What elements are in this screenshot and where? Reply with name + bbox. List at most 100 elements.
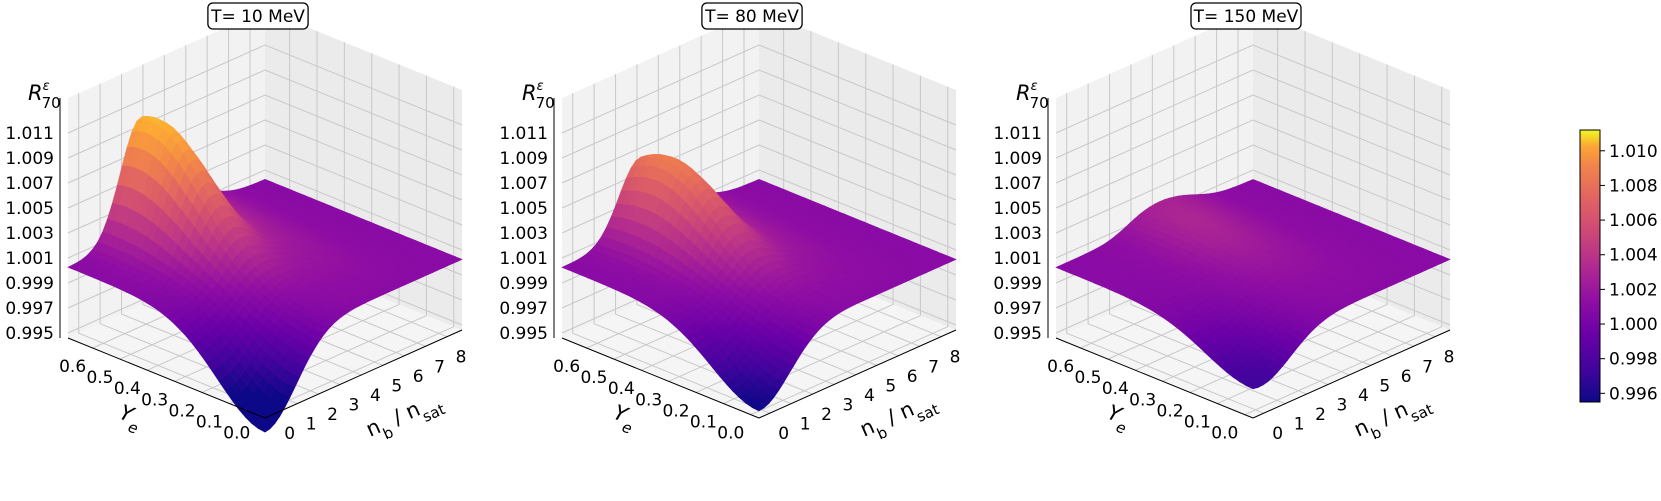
y-tick-label: 0.3 [141,390,168,410]
x-tick-label: 4 [864,386,875,406]
z-tick-label: 0.997 [5,299,54,319]
z-tick-label: 1.005 [993,199,1042,219]
z-tick-label: 1.009 [993,149,1042,169]
colorbar-gradient [1579,129,1601,403]
z-tick-label: 0.997 [499,299,548,319]
axes [1047,98,1451,419]
x-tick-label: 5 [1379,376,1390,396]
z-tick-labels: 0.995 0.997 0.999 1.001 1.003 1.005 1.007 1.009… [499,124,548,344]
z-tick-label: 1.005 [499,199,548,219]
colorbar-tick-label: 1.010 [1609,142,1658,162]
colorbar-tick-label: 1.008 [1609,176,1658,196]
z-tick-label: 0.999 [5,274,54,294]
x-tick-label: 4 [370,386,381,406]
svg-text:T= 10 MeV: T= 10 MeV [210,7,305,27]
y-tick-label: 0.0 [223,424,250,444]
colorbar-tick-label: 1.002 [1609,280,1658,300]
z-tick-label: 0.995 [993,324,1042,344]
z-axis-label: Rε 70 [522,79,555,112]
y-tick-label: 0.1 [1184,413,1211,433]
x-tick-label: 3 [1337,396,1348,416]
surface [1055,179,1451,390]
y-tick-label: 0.6 [1047,357,1074,377]
x-tick-label: 6 [907,367,918,387]
z-tick-label: 1.003 [5,224,54,244]
y-tick-labels: 0.00.10.20.30.40.50.6 [553,357,744,444]
z-tick-label: 1.003 [499,224,548,244]
svg-text:T= 150 MeV: T= 150 MeV [1193,7,1299,27]
axes [59,98,463,419]
y-tick-label: 0.2 [169,401,196,421]
y-tick-label: 0.1 [196,413,223,433]
colorbar-tick-label: 1.006 [1609,211,1658,231]
z-axis-label: Rε 70 [28,79,61,112]
z-tick-label: 1.001 [993,249,1042,269]
x-tick-label: 6 [1401,367,1412,387]
surface [561,154,957,412]
z-tick-label: 1.001 [5,249,54,269]
z-tick-label: 1.003 [993,224,1042,244]
x-tick-label: 1 [1294,415,1305,435]
y-tick-label: 0.4 [114,379,141,399]
panel-1: 0 1 2 3 4 5 6 7 8 0.00.10.20.30.40.50.60.995 0.997… [5,2,466,445]
panel-3: 0 1 2 3 4 5 6 7 8 0.00.10.20.30.40.50.60.995 0.997… [993,2,1454,445]
x-tick-label: 1 [800,415,811,435]
z-tick-label: 1.011 [499,124,548,144]
y-tick-labels: 0.00.10.20.30.40.50.6 [1047,357,1238,444]
z-tick-label: 1.009 [5,149,54,169]
y-tick-label: 0.5 [1074,368,1101,388]
panel-title: T= 10 MeV [207,2,309,30]
surface [67,115,463,433]
x-tick-label: 7 [928,357,939,377]
y-tick-label: 0.0 [717,424,744,444]
x-tick-label: 3 [349,396,360,416]
panel-2: 0 1 2 3 4 5 6 7 8 0.00.10.20.30.40.50.60.995 0.997… [499,2,960,445]
x-tick-label: 8 [950,348,961,368]
colorbar-tick-label: 0.998 [1609,350,1658,370]
y-tick-label: 0.6 [59,357,86,377]
x-tick-label: 2 [327,405,338,425]
y-tick-label: 0.1 [690,413,717,433]
colorbar-tick-label: 1.000 [1609,315,1658,335]
z-tick-label: 1.011 [5,124,54,144]
x-tick-label: 0 [778,424,789,444]
z-tick-label: 1.007 [499,174,548,194]
z-axis-label: Rε 70 [1016,79,1049,112]
x-tick-label: 5 [391,376,402,396]
x-tick-label: 0 [1272,424,1283,444]
y-axis-label: Ye [1102,400,1134,438]
z-tick-label: 0.999 [993,274,1042,294]
y-tick-label: 0.5 [86,368,113,388]
y-axis-label: Ye [608,400,640,438]
x-tick-label: 8 [456,348,467,368]
y-tick-label: 0.4 [1102,379,1129,399]
axes [553,98,957,419]
x-tick-label: 2 [1315,405,1326,425]
x-tick-label: 3 [843,396,854,416]
panel-title: T= 80 MeV [701,2,803,30]
svg-text:T= 80 MeV: T= 80 MeV [704,7,799,27]
z-tick-label: 0.995 [5,324,54,344]
x-tick-label: 5 [885,376,896,396]
y-axis-label: Ye [114,400,146,438]
y-tick-label: 0.2 [1157,401,1184,421]
x-tick-label: 7 [434,357,445,377]
colorbar: 0.996 0.998 1.000 1.002 1.004 1.006 1.008 1.010 [1579,129,1658,404]
z-tick-label: 0.995 [499,324,548,344]
z-tick-label: 0.997 [993,299,1042,319]
y-tick-label: 0.5 [580,368,607,388]
y-tick-label: 0.0 [1211,424,1238,444]
x-tick-label: 0 [284,424,295,444]
panel-title: T= 150 MeV [1190,2,1302,30]
y-tick-label: 0.3 [635,390,662,410]
z-tick-label: 1.005 [5,199,54,219]
x-tick-label: 7 [1422,357,1433,377]
colorbar-tick-label: 1.004 [1609,246,1658,266]
z-tick-label: 1.011 [993,124,1042,144]
y-tick-label: 0.3 [1129,390,1156,410]
z-tick-labels: 0.995 0.997 0.999 1.001 1.003 1.005 1.007 1.009… [993,124,1042,344]
